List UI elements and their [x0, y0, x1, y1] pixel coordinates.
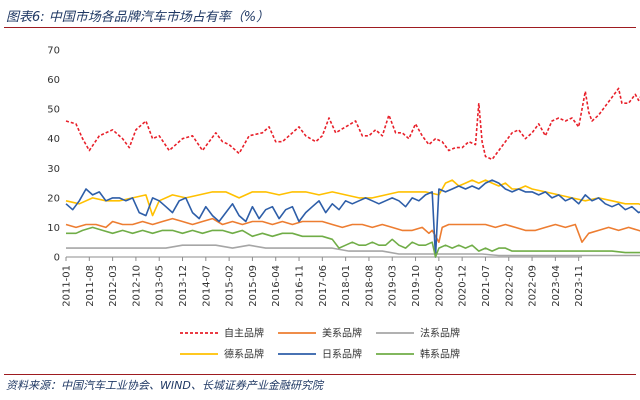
- y-tick-label: 60: [47, 75, 60, 86]
- x-tick-label: 2013-05: [155, 265, 166, 307]
- source-note: 资料来源：中国汽车工业协会、WIND、长城证券产业金融研究院: [6, 379, 323, 392]
- x-tick-label: 2015-09: [248, 265, 259, 307]
- series-line-5: [66, 226, 640, 258]
- x-tick-label: 2020-12: [458, 265, 469, 307]
- legend-label: 自主品牌: [224, 327, 264, 340]
- y-tick-label: 10: [47, 223, 60, 234]
- legend-label: 法系品牌: [420, 327, 460, 340]
- source-divider: [4, 374, 636, 375]
- x-tick-label: 2015-02: [225, 265, 236, 307]
- title-divider: [4, 27, 636, 28]
- x-tick-label: 2019-10: [411, 265, 422, 307]
- legend-label: 韩系品牌: [420, 348, 460, 361]
- x-tick-label: 2016-04: [271, 265, 282, 307]
- x-tick-label: 2013-12: [178, 265, 189, 307]
- x-tick-label: 2018-01: [341, 265, 352, 307]
- x-tick-label: 2019-03: [388, 265, 399, 307]
- x-tick-label: 2023-04: [551, 265, 562, 307]
- series-line-4: [65, 179, 640, 258]
- x-tick-label: 2022-09: [528, 265, 539, 307]
- y-tick-label: 40: [47, 134, 60, 145]
- x-tick-label: 2023-11: [574, 265, 585, 307]
- series-line-3: [65, 179, 640, 217]
- y-tick-label: 30: [47, 164, 60, 175]
- x-tick-label: 2022-02: [504, 265, 515, 307]
- y-tick-label: 70: [47, 46, 60, 57]
- x-tick-label: 2012-10: [131, 265, 142, 307]
- x-tick-label: 2012-03: [108, 265, 119, 307]
- y-tick-label: 0: [54, 253, 60, 264]
- y-tick-label: 50: [47, 105, 60, 116]
- x-tick-label: 2021-07: [481, 265, 492, 307]
- x-tick-label: 2016-11: [295, 265, 306, 307]
- figure-title: 图表6: 中国市场各品牌汽车市场占有率（%）: [6, 6, 269, 25]
- x-tick-label: 2020-05: [434, 265, 445, 307]
- y-tick-label: 20: [47, 193, 60, 204]
- series-line-1: [65, 217, 640, 243]
- x-tick-label: 2014-07: [201, 265, 212, 307]
- legend-label: 德系品牌: [224, 348, 264, 361]
- legend-label: 美系品牌: [322, 327, 362, 340]
- series-line-0: [65, 87, 640, 161]
- series-line-2: [66, 244, 640, 257]
- x-tick-label: 2017-06: [318, 265, 329, 307]
- figure-title-text: 中国市场各品牌汽车市场占有率（%）: [48, 10, 270, 25]
- x-tick-label: 2011-01: [62, 265, 73, 307]
- figure-label: 图表6:: [6, 10, 45, 25]
- market-share-line-chart: 0 10 20 30 40 50 60 70 2011-01 2011-08 2012-03 2012…: [47, 46, 640, 361]
- legend-label: 日系品牌: [322, 348, 362, 361]
- x-tick-label: 2018-08: [364, 265, 375, 307]
- x-tick-label: 2011-08: [85, 265, 96, 307]
